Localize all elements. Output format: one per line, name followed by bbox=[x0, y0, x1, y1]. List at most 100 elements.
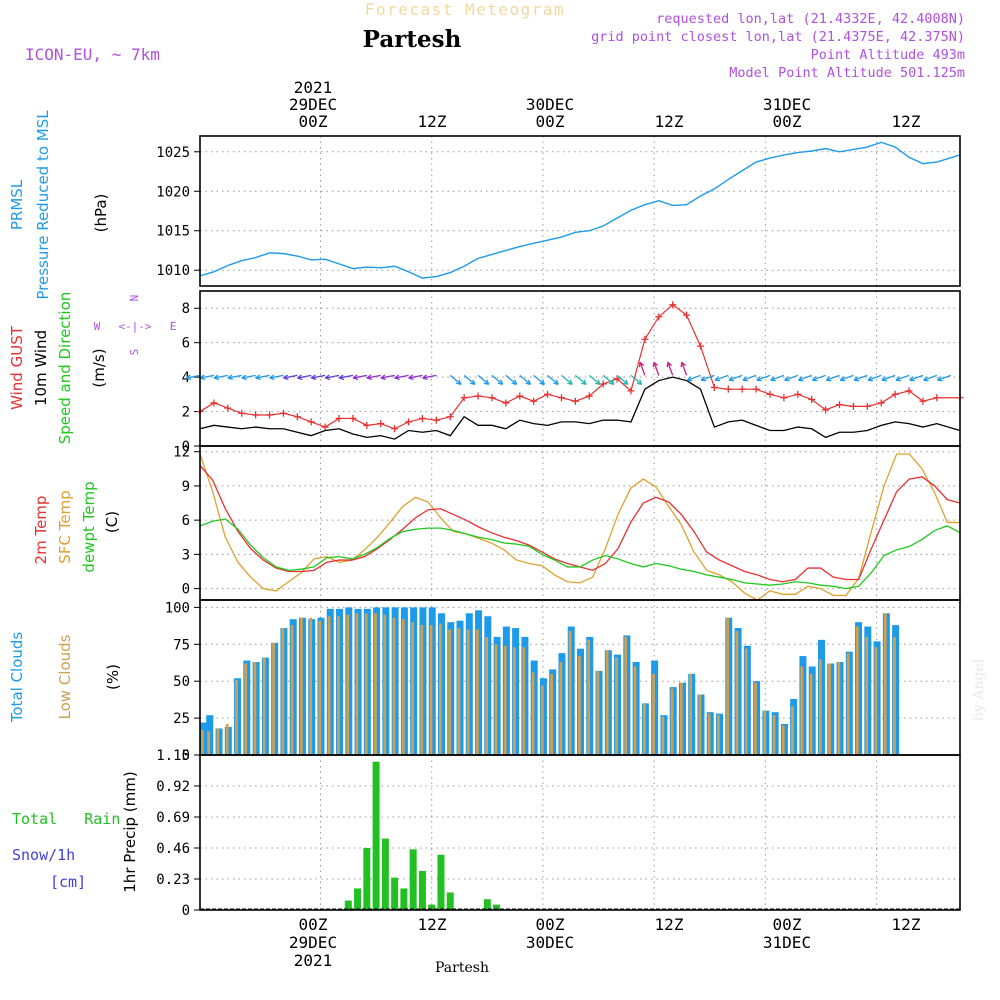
y-tick-label: 0.46 bbox=[156, 841, 190, 857]
y-tick-label: 50 bbox=[173, 674, 190, 690]
cloud-low-bar bbox=[392, 617, 396, 755]
wind-arrow bbox=[667, 362, 674, 376]
cloud-low-bar bbox=[522, 647, 526, 755]
wind-arrow bbox=[352, 374, 367, 379]
wind-arrow-head bbox=[756, 376, 762, 382]
gust-marker bbox=[252, 411, 260, 419]
gust-marker bbox=[293, 413, 301, 421]
wind-arrow-head bbox=[666, 361, 672, 368]
wind-arrow-head bbox=[525, 379, 532, 386]
top-date-31: 31DEC bbox=[763, 95, 811, 114]
wind-arrow bbox=[616, 374, 629, 385]
cloud-low-bar bbox=[429, 625, 433, 755]
wind-arrow-head bbox=[310, 374, 317, 381]
wind-arrow bbox=[227, 374, 242, 379]
gust-marker bbox=[655, 313, 663, 321]
point-altitude: Point Altitude 493m bbox=[811, 47, 965, 63]
cloud-low-bar bbox=[272, 642, 275, 755]
wind-arrow-head bbox=[241, 374, 247, 381]
gust-marker bbox=[752, 385, 760, 393]
wind-arrow-head bbox=[700, 376, 707, 382]
wind-arrow bbox=[269, 374, 284, 379]
top-time-0: 00Z bbox=[299, 112, 328, 131]
cloud-low-bar bbox=[837, 662, 841, 755]
cloud-low-bar bbox=[865, 636, 869, 755]
precip-bar bbox=[344, 900, 352, 910]
gust-marker bbox=[863, 402, 871, 410]
cloud-low-bar bbox=[503, 645, 507, 755]
model-altitude: Model Point Altitude 501.125m bbox=[729, 65, 965, 81]
cloud-low-bar bbox=[735, 631, 739, 755]
compass-e: E bbox=[170, 320, 177, 333]
compass-arrow: <-|-> bbox=[118, 320, 151, 333]
wind-arrow-head bbox=[638, 361, 645, 368]
y-tick-label: 0 bbox=[182, 439, 190, 455]
cloud-low-bar bbox=[364, 613, 368, 755]
wind-label-gust: Wind GUST bbox=[8, 325, 26, 410]
cloud-low-bar bbox=[355, 613, 359, 755]
gust-marker bbox=[696, 342, 704, 350]
wind-arrow bbox=[241, 374, 256, 379]
wind-arrow-head bbox=[324, 374, 331, 381]
wind-arrow-head bbox=[380, 374, 386, 381]
cloud-low-bar bbox=[476, 629, 479, 755]
cloud-low-bar bbox=[707, 713, 711, 755]
wind-arrow bbox=[449, 374, 462, 385]
bottom-time-0: 00Z bbox=[299, 915, 328, 934]
gust-marker bbox=[418, 414, 426, 422]
y-tick-label: 1010 bbox=[156, 263, 190, 279]
requested-coords: requested lon,lat (21.4332E, 42.4008N) bbox=[656, 11, 965, 27]
precip-bar bbox=[381, 838, 389, 910]
gust-marker bbox=[363, 421, 371, 429]
gust-marker bbox=[738, 385, 746, 393]
cloud-low-bar bbox=[225, 724, 229, 755]
cloud-low-bar bbox=[633, 666, 637, 755]
gust-marker bbox=[766, 390, 774, 398]
charts: 101010151020102502468036912025507510000.… bbox=[156, 135, 964, 919]
gust-marker bbox=[349, 414, 357, 422]
wind-arrow-head bbox=[923, 376, 929, 382]
precip-bar bbox=[418, 870, 426, 910]
wind-arrow bbox=[653, 362, 660, 376]
cloud-low-bar bbox=[494, 644, 498, 755]
gust-marker bbox=[933, 394, 941, 402]
panel-precipitation: 0 0.23 0.46 0.69 0.92 1.15 bbox=[156, 748, 961, 919]
cloud-low-bar bbox=[531, 672, 535, 755]
page-title: Partesh bbox=[363, 26, 462, 53]
cloud-low-bar bbox=[772, 715, 776, 755]
gust-marker bbox=[335, 414, 343, 422]
wind-arrow bbox=[519, 374, 531, 385]
wind-arrow-head bbox=[469, 379, 476, 386]
panel-frame bbox=[199, 445, 961, 601]
watermark: by Angel bbox=[971, 658, 987, 721]
gust-marker bbox=[321, 423, 329, 431]
wind-arrow bbox=[588, 374, 601, 385]
y-tick-label: 0 bbox=[182, 582, 190, 598]
wind-arrow-head bbox=[811, 376, 818, 382]
snow-label: Snow/1h bbox=[12, 846, 75, 864]
wind-arrow-head bbox=[728, 376, 735, 382]
cloud-low-bar bbox=[207, 731, 211, 755]
top-time-1: 12Z bbox=[418, 112, 447, 131]
cloud-low-bar bbox=[485, 636, 489, 755]
wind-arrow bbox=[213, 374, 228, 379]
gust-marker bbox=[822, 406, 830, 414]
precip-bar bbox=[483, 899, 491, 910]
wind-arrow bbox=[394, 374, 409, 379]
wind-arrow-head bbox=[497, 379, 504, 386]
gust-marker bbox=[919, 397, 927, 405]
y-tick-label: 12 bbox=[173, 445, 190, 461]
wind-arrow bbox=[840, 374, 854, 381]
cloud-unit: (%) bbox=[104, 664, 122, 690]
gust-marker bbox=[669, 301, 677, 309]
y-tick-label: 0.23 bbox=[156, 872, 190, 888]
wind-arrow bbox=[186, 374, 201, 379]
wind-arrow-head bbox=[608, 379, 615, 386]
bottom-time-3: 12Z bbox=[655, 915, 684, 934]
compass-s: S bbox=[128, 349, 141, 356]
cloud-low-bar bbox=[262, 657, 266, 755]
wind-arrow bbox=[325, 374, 340, 379]
wind-arrow bbox=[728, 374, 743, 381]
y-tick-label: 0 bbox=[182, 748, 190, 764]
gust-marker bbox=[210, 399, 218, 407]
